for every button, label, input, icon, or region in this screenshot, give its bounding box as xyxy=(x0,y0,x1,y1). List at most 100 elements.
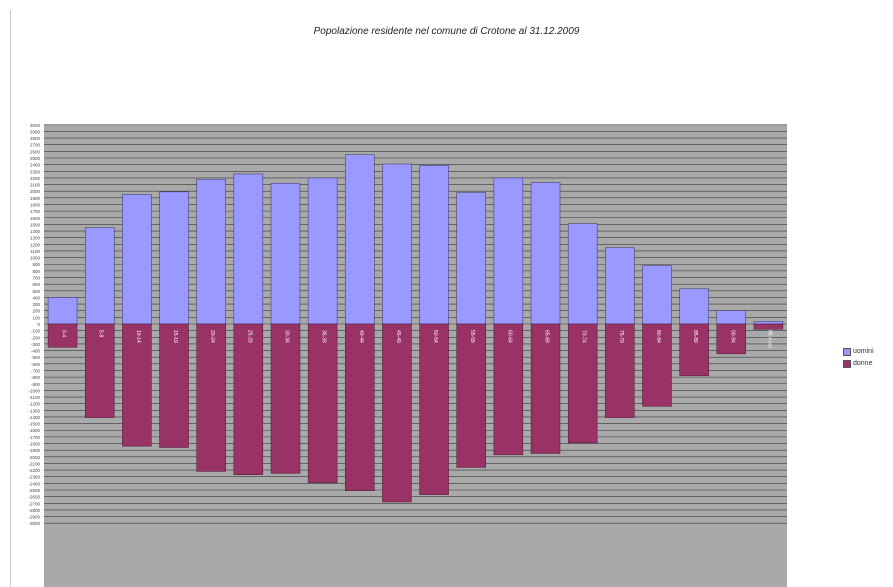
category-label: 80-84 xyxy=(655,330,661,343)
y-tick-label: 2600 xyxy=(30,149,41,154)
y-tick-label: -2800 xyxy=(28,508,40,513)
y-tick-label: 2400 xyxy=(30,163,41,168)
y-tick-label: 800 xyxy=(32,269,40,274)
category-label: 35-39 xyxy=(321,330,327,343)
category-label: 95 e più xyxy=(766,330,772,348)
y-tick-label: -2500 xyxy=(28,488,40,493)
legend: uomini donne xyxy=(843,346,874,370)
bar-men-15-19 xyxy=(159,191,189,325)
y-tick-label: -2200 xyxy=(28,468,40,473)
bar-women-35-39 xyxy=(307,323,338,483)
category-label: 45-49 xyxy=(395,330,401,343)
category-label: 40-44 xyxy=(358,330,364,343)
y-tick-label: -2400 xyxy=(28,481,40,486)
category-label: 85-89 xyxy=(692,330,698,343)
y-tick-label: 700 xyxy=(32,276,40,281)
y-tick-label: -1000 xyxy=(28,388,40,393)
legend-swatch-women xyxy=(843,360,851,368)
y-tick-label: -1500 xyxy=(28,422,40,427)
y-tick-label: -700 xyxy=(31,368,41,373)
y-tick-label: 2900 xyxy=(30,129,41,134)
y-tick-label: 1900 xyxy=(30,196,41,201)
y-tick-label: -2700 xyxy=(28,501,40,506)
y-tick-label: -800 xyxy=(31,375,41,380)
y-tick-label: -1600 xyxy=(28,428,40,433)
bar-men-0-4 xyxy=(47,297,78,325)
y-tick-label: -2300 xyxy=(28,475,40,480)
bar-men-35-39 xyxy=(307,177,338,325)
y-tick-label: 1100 xyxy=(30,249,40,254)
bar-women-95 e più xyxy=(753,323,784,330)
y-tick-label: 1500 xyxy=(30,222,41,227)
bar-women-40-44 xyxy=(345,323,375,491)
legend-swatch-men xyxy=(843,348,851,356)
category-label: 15-19 xyxy=(172,330,178,343)
category-label: 65-69 xyxy=(544,330,550,343)
legend-entry-men: uomini xyxy=(843,346,874,358)
y-tick-label: 2700 xyxy=(30,143,41,148)
y-tick-label: -2600 xyxy=(28,495,40,500)
category-label: 75-79 xyxy=(618,330,624,343)
y-tick-label: 2200 xyxy=(30,176,41,181)
y-tick-label: 2100 xyxy=(30,183,41,188)
bar-women-25-29 xyxy=(233,323,264,475)
y-tick-label: 100 xyxy=(32,315,40,320)
bar-women-75-79 xyxy=(605,323,635,418)
y-tick-label: -400 xyxy=(31,349,41,354)
y-tick-label: 1700 xyxy=(30,209,41,214)
y-tick-label: -200 xyxy=(31,335,41,340)
y-tick-label: -500 xyxy=(31,355,41,360)
chart-frame xyxy=(10,10,11,587)
bar-women-5-9 xyxy=(84,323,115,418)
y-tick-label: -1800 xyxy=(28,442,40,447)
bar-men-75-79 xyxy=(605,247,635,325)
y-tick-label: 500 xyxy=(32,289,40,294)
y-tick-label: -1200 xyxy=(28,402,40,407)
bar-men-80-84 xyxy=(642,265,672,325)
bar-men-5-9 xyxy=(84,227,115,325)
bar-women-90-94 xyxy=(716,323,747,355)
y-tick-label: 1600 xyxy=(30,216,41,221)
category-label: 55-59 xyxy=(469,330,475,343)
plot-area xyxy=(44,124,787,587)
chart-title: Popolazione residente nel comune di Crot… xyxy=(313,26,580,37)
category-label: 30-34 xyxy=(283,330,289,343)
bar-women-15-19 xyxy=(159,323,189,448)
legend-label-men: uomini xyxy=(853,348,874,355)
bar-men-10-14 xyxy=(122,194,152,325)
bar-women-45-49 xyxy=(382,323,412,503)
bar-men-65-69 xyxy=(530,182,561,325)
bar-women-10-14 xyxy=(122,323,152,447)
y-tick-label: -900 xyxy=(31,382,41,387)
y-tick-label: -600 xyxy=(31,362,41,367)
bar-women-50-54 xyxy=(419,323,449,495)
bar-women-30-34 xyxy=(270,323,301,474)
bar-women-20-24 xyxy=(196,323,226,472)
y-tick-label: 2800 xyxy=(30,136,41,141)
y-tick-label: -300 xyxy=(31,342,41,347)
category-label: 10-14 xyxy=(135,330,141,343)
bar-women-65-69 xyxy=(530,323,561,454)
y-tick-label: 2500 xyxy=(30,156,41,161)
bar-men-50-54 xyxy=(419,165,449,325)
bar-men-70-74 xyxy=(567,223,598,325)
y-tick-label: 1200 xyxy=(30,242,41,247)
y-tick-label: -1300 xyxy=(28,408,40,413)
category-label: 90-94 xyxy=(729,330,735,343)
y-tick-label: 2300 xyxy=(30,169,41,174)
category-label: 20-24 xyxy=(209,330,215,343)
bar-men-55-59 xyxy=(456,192,486,325)
y-tick-label: 0 xyxy=(37,322,40,327)
bar-women-0-4 xyxy=(47,323,78,348)
y-tick-label: -2100 xyxy=(28,461,40,466)
category-label: 60-64 xyxy=(506,330,512,343)
category-label: 0-4 xyxy=(61,330,67,337)
y-tick-label: 2000 xyxy=(30,189,41,194)
y-tick-label: -100 xyxy=(31,329,41,334)
bar-men-30-34 xyxy=(270,182,301,325)
bar-women-80-84 xyxy=(642,323,672,407)
y-tick-label: -1100 xyxy=(29,395,41,400)
bar-men-90-94 xyxy=(716,310,747,325)
bar-men-95 e più xyxy=(753,321,784,325)
